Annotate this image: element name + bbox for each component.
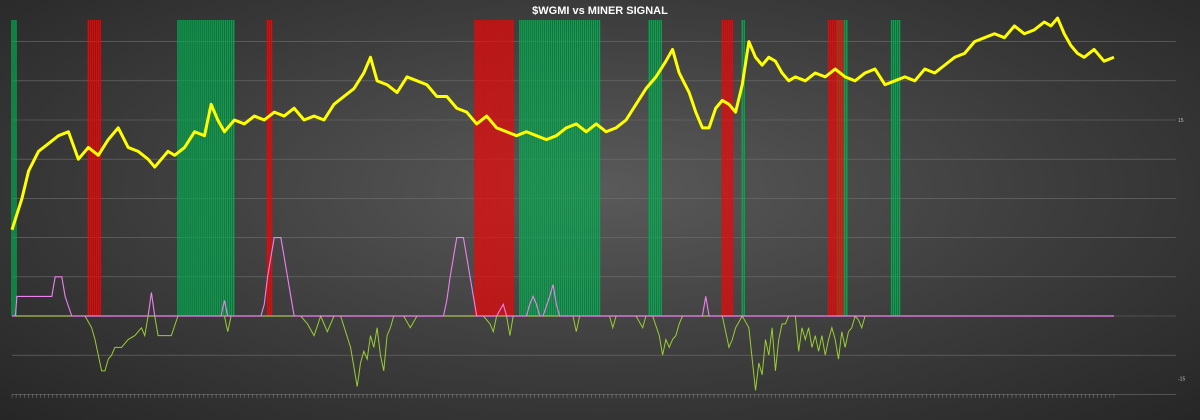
signal-negative-line (12, 314, 866, 391)
price-line (10, 16, 1115, 231)
right-axis-tick: 15 (1178, 118, 1184, 124)
chart-title: $WGMI vs MINER SIGNAL (532, 5, 668, 17)
signal-positive-line (12, 237, 866, 317)
right-axis-tick: -15 (1178, 377, 1185, 383)
